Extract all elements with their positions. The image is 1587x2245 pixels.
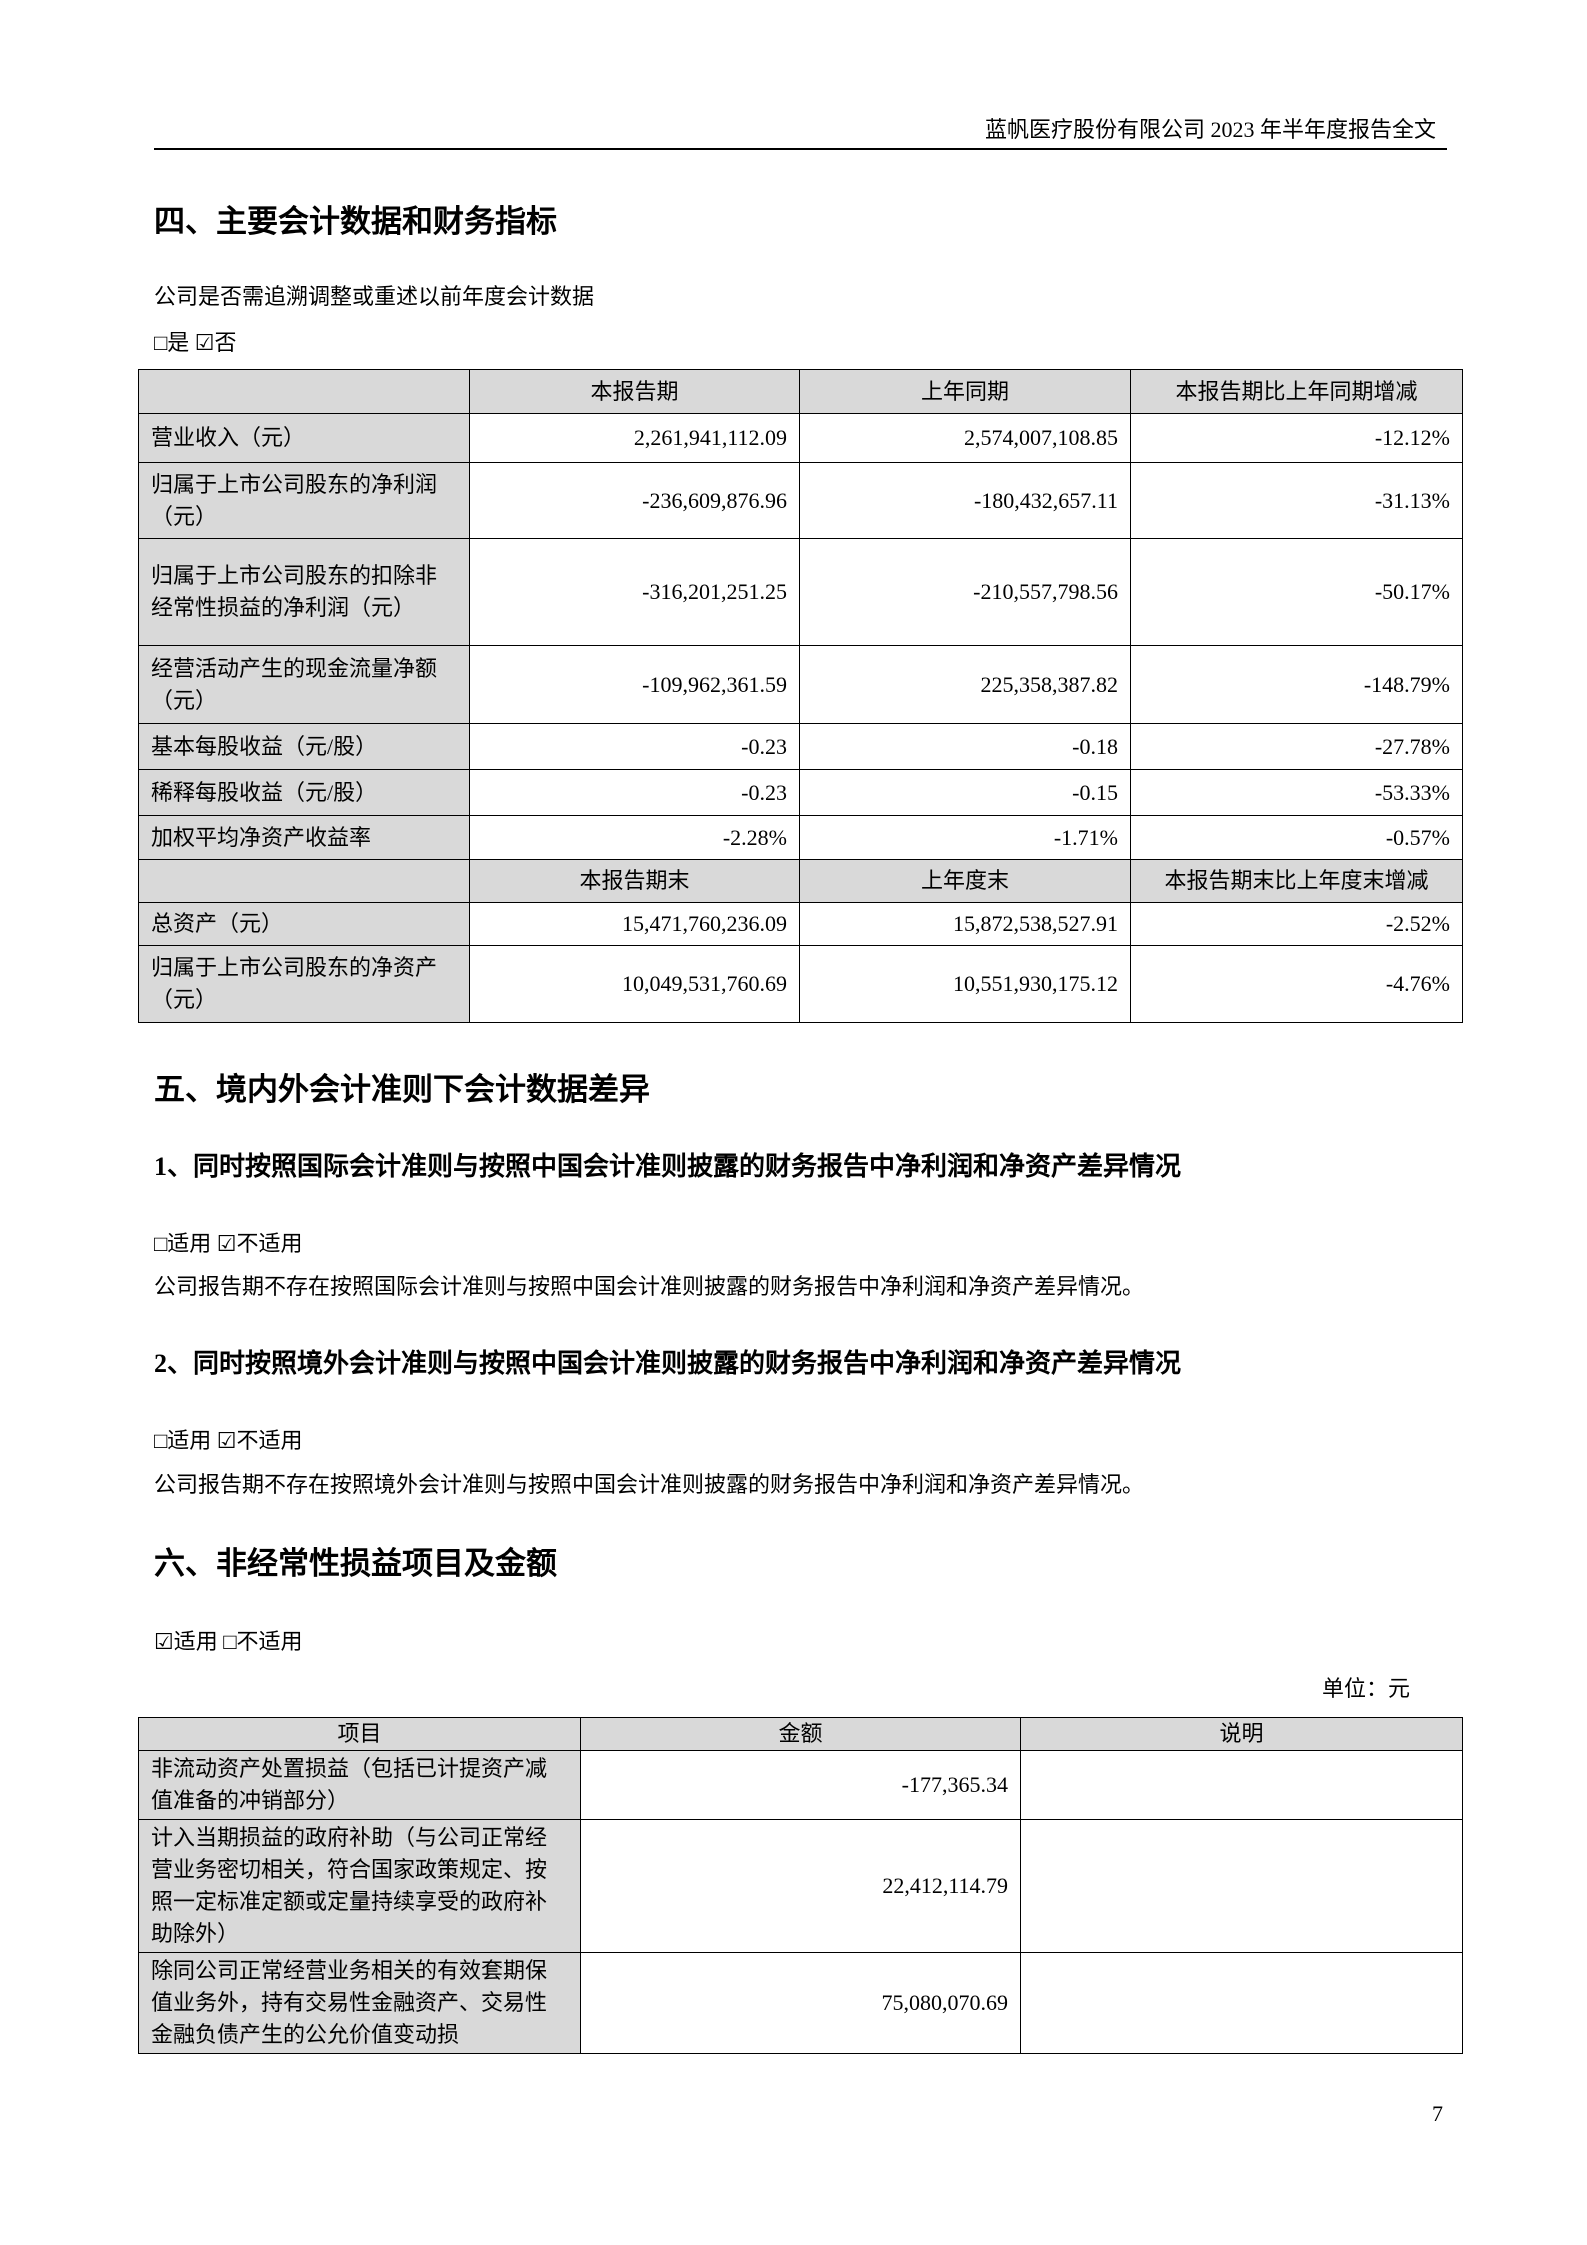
section-5-1-options: □适用 ☑不适用 xyxy=(154,1231,303,1256)
row-label: 稀释每股收益（元/股） xyxy=(138,769,470,816)
cell-value: -177,365.34 xyxy=(580,1750,1021,1820)
row-label: 营业收入（元） xyxy=(138,413,470,463)
row-label: 归属于上市公司股东的扣除非经常性损益的净利润（元） xyxy=(138,538,470,646)
cell-value: -210,557,798.56 xyxy=(799,538,1131,646)
table-header-row: 项目 金额 说明 xyxy=(138,1717,1463,1751)
table-row: 非流动资产处置损益（包括已计提资产减值准备的冲销部分） -177,365.34 xyxy=(138,1750,1463,1820)
table-row: 计入当期损益的政府补助（与公司正常经营业务密切相关，符合国家政策规定、按照一定标… xyxy=(138,1819,1463,1953)
column-header: 上年同期 xyxy=(799,369,1131,414)
running-header: 蓝帆医疗股份有限公司 2023 年半年度报告全文 xyxy=(984,117,1436,142)
section-5-2-options: □适用 ☑不适用 xyxy=(154,1428,303,1453)
section-5-2-title: 2、同时按照境外会计准则与按照中国会计准则披露的财务报告中净利润和净资产差异情况 xyxy=(154,1349,1182,1378)
row-label: 除同公司正常经营业务相关的有效套期保值业务外，持有交易性金融资产、交易性金融负债… xyxy=(138,1952,581,2054)
cell-value: 22,412,114.79 xyxy=(580,1819,1021,1953)
cell-value: -109,962,361.59 xyxy=(469,645,800,724)
cell-value: 15,872,538,527.91 xyxy=(799,902,1131,946)
table-row: 归属于上市公司股东的扣除非经常性损益的净利润（元） -316,201,251.25… xyxy=(138,538,1463,646)
column-header: 本报告期比上年同期增减 xyxy=(1130,369,1463,414)
table-row: 归属于上市公司股东的净利润（元） -236,609,876.96 -180,432,… xyxy=(138,462,1463,539)
row-label: 归属于上市公司股东的净利润（元） xyxy=(138,462,470,539)
cell-value xyxy=(1020,1750,1463,1820)
cell-value xyxy=(1020,1952,1463,2054)
table-row: 加权平均净资产收益率 -2.28% -1.71% -0.57% xyxy=(138,815,1463,860)
table-header-row: 本报告期末 上年度末 本报告期末比上年度末增减 xyxy=(138,859,1463,903)
row-label: 基本每股收益（元/股） xyxy=(138,723,470,770)
table-row: 基本每股收益（元/股） -0.23 -0.18 -27.78% xyxy=(138,723,1463,770)
cell-value xyxy=(1020,1819,1463,1953)
column-header: 本报告期末比上年度末增减 xyxy=(1130,859,1463,903)
cell-value: 10,551,930,175.12 xyxy=(799,945,1131,1023)
cell-value: -1.71% xyxy=(799,815,1131,860)
cell-value: 2,261,941,112.09 xyxy=(469,413,800,463)
column-header xyxy=(138,369,470,414)
row-label: 非流动资产处置损益（包括已计提资产减值准备的冲销部分） xyxy=(138,1750,581,1820)
cell-value: -2.52% xyxy=(1130,902,1463,946)
cell-value: -27.78% xyxy=(1130,723,1463,770)
table-header-row: 本报告期 上年同期 本报告期比上年同期增减 xyxy=(138,369,1463,414)
header-divider xyxy=(154,148,1447,150)
cell-value: -0.18 xyxy=(799,723,1131,770)
cell-value: 225,358,387.82 xyxy=(799,645,1131,724)
table-row: 营业收入（元） 2,261,941,112.09 2,574,007,108.85-… xyxy=(138,413,1463,463)
page-number: 7 xyxy=(1432,2101,1443,2126)
restatement-options: □是 ☑否 xyxy=(154,330,237,355)
unit-label: 单位：元 xyxy=(1321,1676,1410,1701)
column-header xyxy=(138,859,470,903)
cell-value: -316,201,251.25 xyxy=(469,538,800,646)
cell-value: 10,049,531,760.69 xyxy=(469,945,800,1023)
row-label: 加权平均净资产收益率 xyxy=(138,815,470,860)
cell-value: -148.79% xyxy=(1130,645,1463,724)
section-5-title: 五、境内外会计准则下会计数据差异 xyxy=(154,1072,650,1107)
column-header: 上年度末 xyxy=(799,859,1131,903)
cell-value: -31.13% xyxy=(1130,462,1463,539)
section-5-1-title: 1、同时按照国际会计准则与按照中国会计准则披露的财务报告中净利润和净资产差异情况 xyxy=(154,1152,1182,1181)
column-header: 金额 xyxy=(580,1717,1021,1751)
section-6-title: 六、非经常性损益项目及金额 xyxy=(154,1546,557,1581)
column-header: 本报告期末 xyxy=(469,859,800,903)
row-label: 计入当期损益的政府补助（与公司正常经营业务密切相关，符合国家政策规定、按照一定标… xyxy=(138,1819,581,1953)
cell-value: -0.23 xyxy=(469,723,800,770)
column-header: 项目 xyxy=(138,1717,581,1751)
table-row: 经营活动产生的现金流量净额（元） -109,962,361.59 225,358,3… xyxy=(138,645,1463,724)
non-recurring-items-table: 项目 金额 说明 非流动资产处置损益（包括已计提资产减值准备的冲销部分） -177,36… xyxy=(138,1717,1463,2054)
row-label: 归属于上市公司股东的净资产（元） xyxy=(138,945,470,1023)
key-financial-data-table: 本报告期 上年同期 本报告期比上年同期增减 营业收入（元） 2,261,941,112.… xyxy=(138,369,1463,1023)
cell-value: -4.76% xyxy=(1130,945,1463,1023)
section-4-title: 四、主要会计数据和财务指标 xyxy=(154,204,557,239)
table-row: 总资产（元） 15,471,760,236.09 15,872,538,527.91… xyxy=(138,902,1463,946)
table-row: 稀释每股收益（元/股） -0.23 -0.15 -53.33% xyxy=(138,769,1463,816)
row-label: 总资产（元） xyxy=(138,902,470,946)
table-row: 除同公司正常经营业务相关的有效套期保值业务外，持有交易性金融资产、交易性金融负债… xyxy=(138,1952,1463,2054)
cell-value: -53.33% xyxy=(1130,769,1463,816)
cell-value: -236,609,876.96 xyxy=(469,462,800,539)
cell-value: -0.23 xyxy=(469,769,800,816)
cell-value: 15,471,760,236.09 xyxy=(469,902,800,946)
restatement-question: 公司是否需追溯调整或重述以前年度会计数据 xyxy=(154,284,595,309)
cell-value: -2.28% xyxy=(469,815,800,860)
section-6-options: ☑适用 □不适用 xyxy=(154,1629,303,1654)
table-row: 归属于上市公司股东的净资产（元） 10,049,531,760.69 10,551,… xyxy=(138,945,1463,1023)
row-label: 经营活动产生的现金流量净额（元） xyxy=(138,645,470,724)
column-header: 说明 xyxy=(1020,1717,1463,1751)
cell-value: 2,574,007,108.85 xyxy=(799,413,1131,463)
cell-value: 75,080,070.69 xyxy=(580,1952,1021,2054)
cell-value: -180,432,657.11 xyxy=(799,462,1131,539)
cell-value: -50.17% xyxy=(1130,538,1463,646)
section-5-2-text: 公司报告期不存在按照境外会计准则与按照中国会计准则披露的财务报告中净利润和净资产… xyxy=(154,1472,1145,1497)
cell-value: -12.12% xyxy=(1130,413,1463,463)
cell-value: -0.57% xyxy=(1130,815,1463,860)
cell-value: -0.15 xyxy=(799,769,1131,816)
section-5-1-text: 公司报告期不存在按照国际会计准则与按照中国会计准则披露的财务报告中净利润和净资产… xyxy=(154,1274,1145,1299)
column-header: 本报告期 xyxy=(469,369,800,414)
